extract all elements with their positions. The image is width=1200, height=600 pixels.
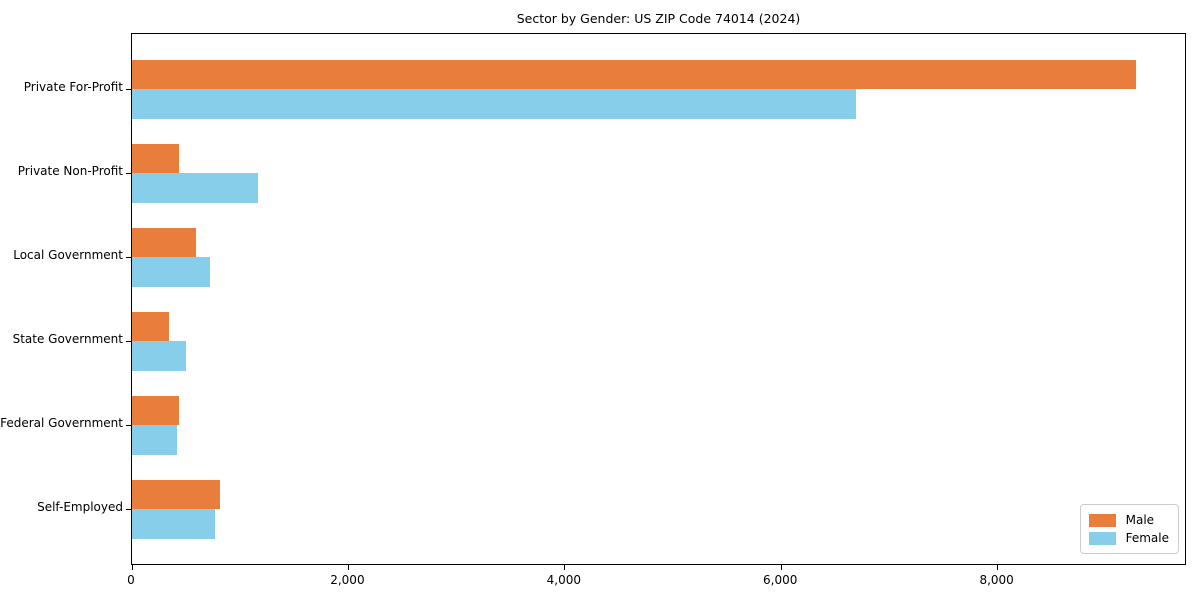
x-tick-label: 2,000 [330, 573, 365, 587]
y-tick-mark [126, 424, 131, 426]
y-tick-label: Private Non-Profit [17, 164, 123, 178]
legend-entry-female: Female [1088, 529, 1169, 547]
x-tick-label: 6,000 [763, 573, 798, 587]
bar-male-2 [132, 227, 196, 257]
legend-label: Female [1125, 531, 1169, 545]
x-tick-label: 0 [127, 573, 135, 587]
x-tick-mark [131, 565, 133, 570]
bar-female-2 [132, 257, 210, 287]
y-tick-mark [126, 508, 131, 510]
bar-female-5 [132, 509, 216, 539]
bar-female-0 [132, 89, 856, 119]
y-tick-mark [126, 340, 131, 342]
bar-male-5 [132, 479, 221, 509]
x-tick-mark [347, 565, 349, 570]
plot-area: Male Female [126, 33, 1186, 570]
y-tick-mark [126, 172, 131, 174]
y-tick-label: Local Government [13, 248, 123, 262]
chart-title: Sector by Gender: US ZIP Code 74014 (202… [516, 11, 801, 26]
y-tick-label: Self-Employed [37, 500, 123, 514]
legend-swatch-male [1088, 513, 1116, 527]
legend: Male Female [1079, 504, 1179, 554]
x-tick-mark [780, 565, 782, 570]
bar-male-0 [132, 59, 1137, 89]
bar-male-4 [132, 395, 179, 425]
legend-entry-male: Male [1088, 511, 1169, 529]
bar-female-3 [132, 341, 187, 371]
x-tick-mark [564, 565, 566, 570]
x-tick-label: 8,000 [979, 573, 1014, 587]
bar-female-1 [132, 173, 259, 203]
x-tick-label: 4,000 [546, 573, 581, 587]
y-tick-label: Federal Government [0, 416, 123, 430]
legend-label: Male [1125, 513, 1155, 527]
y-tick-label: Private For-Profit [23, 80, 123, 94]
bar-male-3 [132, 311, 169, 341]
y-tick-label: State Government [12, 332, 123, 346]
x-tick-mark [997, 565, 999, 570]
y-tick-mark [126, 256, 131, 258]
bar-male-1 [132, 143, 179, 173]
y-tick-mark [126, 88, 131, 90]
bar-female-4 [132, 425, 178, 455]
legend-swatch-female [1088, 531, 1116, 545]
